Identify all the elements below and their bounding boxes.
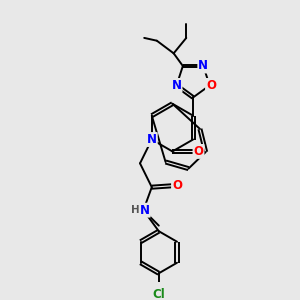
Text: O: O [194, 145, 203, 158]
Text: O: O [206, 79, 216, 92]
Text: N: N [140, 204, 150, 217]
Text: Cl: Cl [152, 288, 165, 300]
Text: N: N [172, 79, 182, 92]
Text: O: O [172, 179, 182, 192]
Text: N: N [198, 59, 208, 73]
Text: H: H [130, 205, 139, 215]
Text: N: N [147, 133, 157, 146]
